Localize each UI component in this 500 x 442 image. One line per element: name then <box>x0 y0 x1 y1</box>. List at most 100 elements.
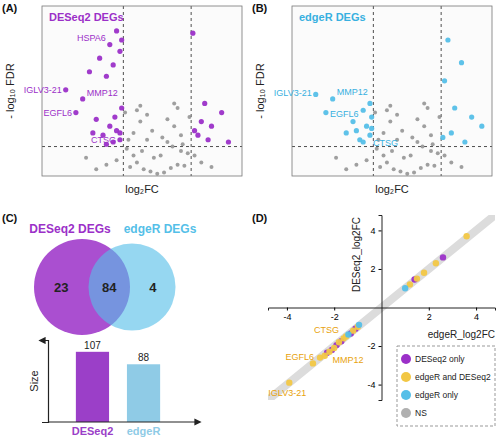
point <box>142 167 146 171</box>
point <box>334 156 338 160</box>
point <box>132 154 136 158</box>
tick-mark <box>287 308 288 311</box>
point <box>193 154 197 158</box>
tick-label: 4 <box>474 312 479 322</box>
point <box>479 124 484 129</box>
point <box>436 151 440 155</box>
point <box>155 172 159 176</box>
point <box>199 119 204 124</box>
point <box>414 275 420 281</box>
point <box>392 167 396 171</box>
point <box>114 28 119 33</box>
point <box>440 254 446 260</box>
point <box>165 117 169 121</box>
legend-label: edgeR only <box>415 390 459 400</box>
bars <box>76 352 160 422</box>
axis-line <box>42 341 49 423</box>
point <box>119 37 124 42</box>
point <box>135 108 139 112</box>
point <box>331 345 337 351</box>
point <box>119 105 124 110</box>
venn-count: 84 <box>102 280 117 295</box>
tick: -4 <box>367 380 381 390</box>
tick: -2 <box>367 341 381 351</box>
point <box>117 137 122 142</box>
tick-mark <box>476 308 477 311</box>
point <box>356 322 362 328</box>
point <box>206 137 211 142</box>
point <box>117 130 122 135</box>
point <box>94 117 99 122</box>
point <box>63 87 68 92</box>
annotation: MMP12 <box>332 355 363 365</box>
point <box>361 108 366 113</box>
point <box>160 135 164 139</box>
panel: edgeR DEGslog₂FC- log₁₀ FDRMMP12IGLV3-21… <box>254 6 492 195</box>
annotation: CTSG <box>373 138 398 148</box>
data-label: 88 <box>138 352 150 363</box>
point <box>390 149 394 153</box>
point <box>219 110 224 115</box>
point <box>209 124 214 129</box>
point <box>367 133 372 138</box>
annotation: EGFL6 <box>43 108 72 118</box>
point <box>449 160 453 164</box>
point <box>344 130 349 135</box>
series <box>286 233 470 386</box>
bar <box>76 352 109 422</box>
point <box>169 166 173 170</box>
point <box>373 111 377 115</box>
legend-marker <box>401 372 411 382</box>
point <box>367 101 372 106</box>
point <box>421 145 425 149</box>
point <box>350 119 355 124</box>
point <box>402 285 408 291</box>
annotation: IGLV3-21 <box>274 88 312 98</box>
point <box>202 101 207 106</box>
point <box>388 120 392 124</box>
annotation: CTSG <box>91 135 116 145</box>
venn-set-label: DESeq2 DEGs <box>29 222 111 236</box>
legend-box <box>397 346 495 426</box>
y-axis-title: - log₁₀ FDR <box>254 63 266 118</box>
plot-frame <box>292 6 492 176</box>
tick: edgeR <box>127 422 161 437</box>
y-axis-title: DESeq2_log2FC <box>351 217 362 292</box>
series <box>63 28 231 147</box>
point <box>382 154 386 158</box>
point <box>199 160 203 164</box>
tick-mark <box>379 230 382 231</box>
point <box>449 130 454 135</box>
bar <box>127 364 160 422</box>
threshold-line <box>441 6 442 176</box>
point <box>176 163 180 167</box>
point <box>172 101 176 105</box>
plot-frame <box>42 6 242 176</box>
point <box>426 163 430 167</box>
axis-line <box>59 422 179 423</box>
point <box>171 145 175 149</box>
annotation: MMP12 <box>337 87 368 97</box>
point <box>345 331 351 337</box>
point <box>138 104 142 108</box>
point <box>150 129 154 133</box>
point <box>145 113 149 117</box>
point <box>429 133 433 137</box>
point <box>422 101 426 105</box>
tick: 4 <box>474 308 479 322</box>
tick-label: 2 <box>427 312 432 322</box>
tick-label: edgeR <box>127 425 161 437</box>
panel: DESeq2 DEGslog₂FC- log₁₀ FDRHSPA6IGLV3-2… <box>4 6 242 195</box>
venn-count: 23 <box>54 280 68 295</box>
tick-mark <box>379 269 382 270</box>
y-axis <box>42 341 49 423</box>
plot-area <box>268 215 495 400</box>
plot-background <box>292 6 492 176</box>
point <box>415 117 419 121</box>
point <box>172 124 176 128</box>
axis-line <box>379 216 383 401</box>
annotation: IGLV3-21 <box>268 388 306 398</box>
point <box>152 156 156 160</box>
x-axis-title: edgeR_log2FC <box>428 329 495 340</box>
point <box>117 49 122 54</box>
